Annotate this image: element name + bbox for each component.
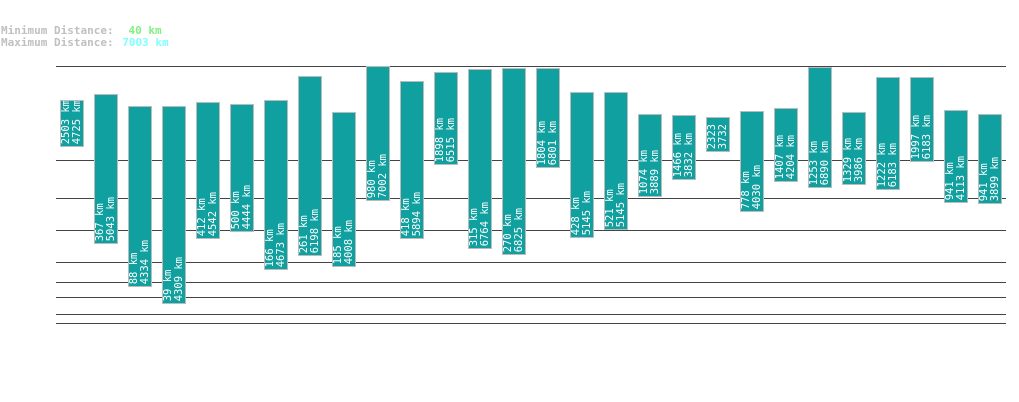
range-bar: 2323 3732 [706, 117, 730, 152]
bar-label: 778 km 4030 km [740, 164, 763, 209]
gridline [56, 297, 1006, 298]
gridline [56, 314, 1006, 315]
range-bar: 1253 km 6890 km [808, 67, 832, 188]
range-bar: 1898 km 6515 km [434, 72, 458, 165]
gridline [56, 66, 1006, 67]
bar-label: 1466 km 3832 km [672, 132, 695, 177]
bar-label: 270 km 6825 km [502, 207, 525, 252]
bar-label: 500 km 4444 km [230, 184, 253, 229]
bar-label: 418 km 5894 km [400, 191, 423, 236]
bar-label: 980 km 7002 km [366, 153, 389, 198]
range-bar: 521 km 5145 km [604, 92, 628, 230]
range-bar: 39 km 4309 km [162, 106, 186, 304]
bar-label: 1074 km 3889 km [638, 149, 661, 194]
gridline [56, 262, 1006, 263]
bar-label: 1997 km 6183 km [910, 114, 933, 159]
range-bar: 412 km 4542 km [196, 102, 220, 239]
bar-label: 1329 km 3986 km [842, 137, 865, 182]
range-bar: 2503 km 4725 km [60, 100, 84, 147]
bar-label: 941 km 3899 km [978, 156, 1001, 201]
range-bar: 1222 km 6183 km [876, 77, 900, 190]
bar-label: 166 km 4673 km [264, 222, 287, 267]
range-bar: 941 km 4113 km [944, 110, 968, 203]
range-bar: 88 km 4334 km [128, 106, 152, 287]
bar-label: 1253 km 6890 km [808, 140, 831, 185]
bar-label: 185 km 4008 km [332, 219, 355, 264]
gridline [56, 160, 1006, 161]
max-distance-row: Maximum Distance: 7003 km [1, 37, 169, 49]
bar-label: 521 km 5145 km [604, 182, 627, 227]
bar-label: 1222 km 6183 km [876, 142, 899, 187]
max-distance-label: Maximum Distance: [1, 36, 114, 49]
range-bar: 1466 km 3832 km [672, 115, 696, 180]
range-bar: 980 km 7002 km [366, 66, 390, 201]
range-bar: 941 km 3899 km [978, 114, 1002, 204]
range-bar: 428 km 5145 km [570, 92, 594, 238]
range-bar: 185 km 4008 km [332, 112, 356, 267]
gridline [56, 323, 1006, 324]
bar-label: 1407 km 4204 km [774, 134, 797, 179]
range-bar: 1329 km 3986 km [842, 112, 866, 185]
bar-label: 1804 km 6801 km [536, 120, 559, 165]
range-bar: 418 km 5894 km [400, 81, 424, 239]
gridline [56, 230, 1006, 231]
min-distance-value: 40 km [128, 24, 162, 37]
max-distance-value: 7003 km [122, 36, 169, 49]
range-bar: 1997 km 6183 km [910, 77, 934, 162]
range-bar: 261 km 6198 km [298, 76, 322, 256]
range-bar: 500 km 4444 km [230, 104, 254, 232]
bar-label: 2503 km 4725 km [60, 100, 83, 144]
range-bar: 315 km 6764 km [468, 69, 492, 249]
bar-label: 412 km 4542 km [196, 191, 219, 236]
min-distance-label: Minimum Distance: [1, 24, 114, 37]
bar-label: 261 km 6198 km [298, 208, 321, 253]
range-bar: 1804 km 6801 km [536, 68, 560, 168]
bar-label: 428 km 5145 km [570, 190, 593, 235]
range-bar: 778 km 4030 km [740, 111, 764, 212]
range-bar: 166 km 4673 km [264, 100, 288, 270]
min-distance-row: Minimum Distance: 40 km [1, 25, 162, 37]
gridline [56, 198, 1006, 199]
bar-label: 1898 km 6515 km [434, 117, 457, 162]
bar-label: 2323 3732 [706, 123, 729, 149]
bar-label: 941 km 4113 km [944, 155, 967, 200]
bar-label: 315 km 6764 km [468, 201, 491, 246]
range-bar: 270 km 6825 km [502, 68, 526, 255]
range-bar: 1407 km 4204 km [774, 108, 798, 182]
range-bar: 367 km 5043 km [94, 94, 118, 244]
bar-label: 39 km 4309 km [162, 256, 185, 301]
bar-label: 88 km 4334 km [128, 239, 151, 284]
range-bar: 1074 km 3889 km [638, 114, 662, 197]
gridline [56, 282, 1006, 283]
bar-label: 367 km 5043 km [94, 196, 117, 241]
